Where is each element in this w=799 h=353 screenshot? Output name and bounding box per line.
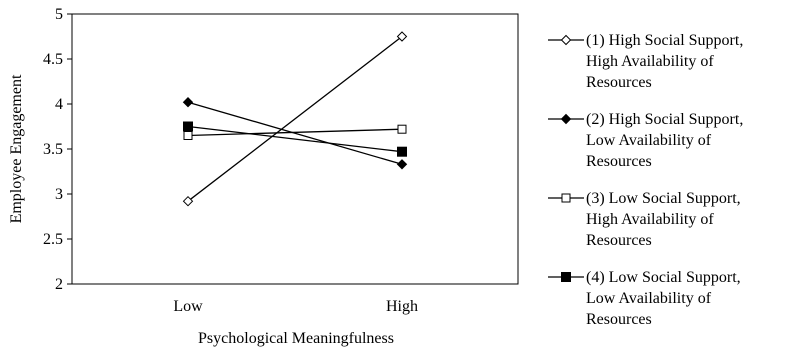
series-line <box>187 101 403 165</box>
data-point-marker <box>397 124 407 134</box>
data-point-marker <box>183 121 193 132</box>
series-layer <box>182 31 408 207</box>
y-tick-label: 2 <box>55 276 63 293</box>
legend-label-line: Low Availability of <box>586 290 712 307</box>
legend-label-line: (2) High Social Support, <box>586 111 743 128</box>
y-tick-label: 4 <box>55 96 63 113</box>
legend-swatch-marker <box>561 193 571 203</box>
series-line <box>187 35 403 202</box>
data-point-marker <box>183 131 193 140</box>
series-4 <box>183 121 407 157</box>
y-axis-title: Employee Engagement <box>8 74 25 223</box>
legend-swatch-marker <box>560 34 572 46</box>
legend-item-1: (1) High Social Support, High Availabilit… <box>548 32 743 91</box>
legend-item-2: (2) High Social Support, Low Availability… <box>548 111 743 170</box>
series-1 <box>182 31 408 207</box>
legend-label-line: Resources <box>586 74 652 91</box>
legend-item-3: (3) Low Social Support, High Availability… <box>548 190 741 249</box>
legend-label-line: (1) High Social Support, <box>586 32 743 49</box>
legend-item-4: (4) Low Social Support, Low Availability … <box>548 269 741 328</box>
x-tick-label: Low <box>173 298 203 315</box>
data-point-marker <box>396 31 408 42</box>
plot-area-frame <box>71 13 519 285</box>
legend: (1) High Social Support, High Availabilit… <box>548 32 743 328</box>
legend-label-line: High Availability of <box>586 53 714 70</box>
y-tick-label: 2.5 <box>43 231 63 248</box>
legend-swatch-marker <box>561 272 571 282</box>
data-point-marker <box>182 195 194 207</box>
data-point-marker <box>182 96 194 108</box>
series-line <box>187 128 403 137</box>
legend-swatch-marker <box>560 113 572 125</box>
series-3 <box>183 124 407 140</box>
legend-label-line: Resources <box>586 232 652 249</box>
series-line <box>187 125 403 153</box>
x-tick-label: High <box>386 298 418 315</box>
legend-label-line: Resources <box>586 311 652 328</box>
y-axis: 2 2.5 3 3.5 4 4.5 5 <box>43 6 72 293</box>
legend-label-line: (4) Low Social Support, <box>586 269 741 286</box>
legend-label-line: High Availability of <box>586 211 714 228</box>
y-tick-label: 5 <box>55 6 63 23</box>
series-2 <box>182 96 408 170</box>
y-tick-label: 3.5 <box>43 141 63 158</box>
data-point-marker <box>396 159 408 170</box>
legend-label-line: (3) Low Social Support, <box>586 190 741 207</box>
y-tick-label: 3 <box>55 186 63 203</box>
data-point-marker <box>397 146 407 157</box>
legend-label-line: Low Availability of <box>586 132 712 149</box>
x-axis-title: Psychological Meaningfulness <box>198 330 394 347</box>
x-axis: Low High <box>173 298 418 315</box>
y-tick-label: 4.5 <box>43 51 63 68</box>
legend-label-line: Resources <box>586 153 652 170</box>
